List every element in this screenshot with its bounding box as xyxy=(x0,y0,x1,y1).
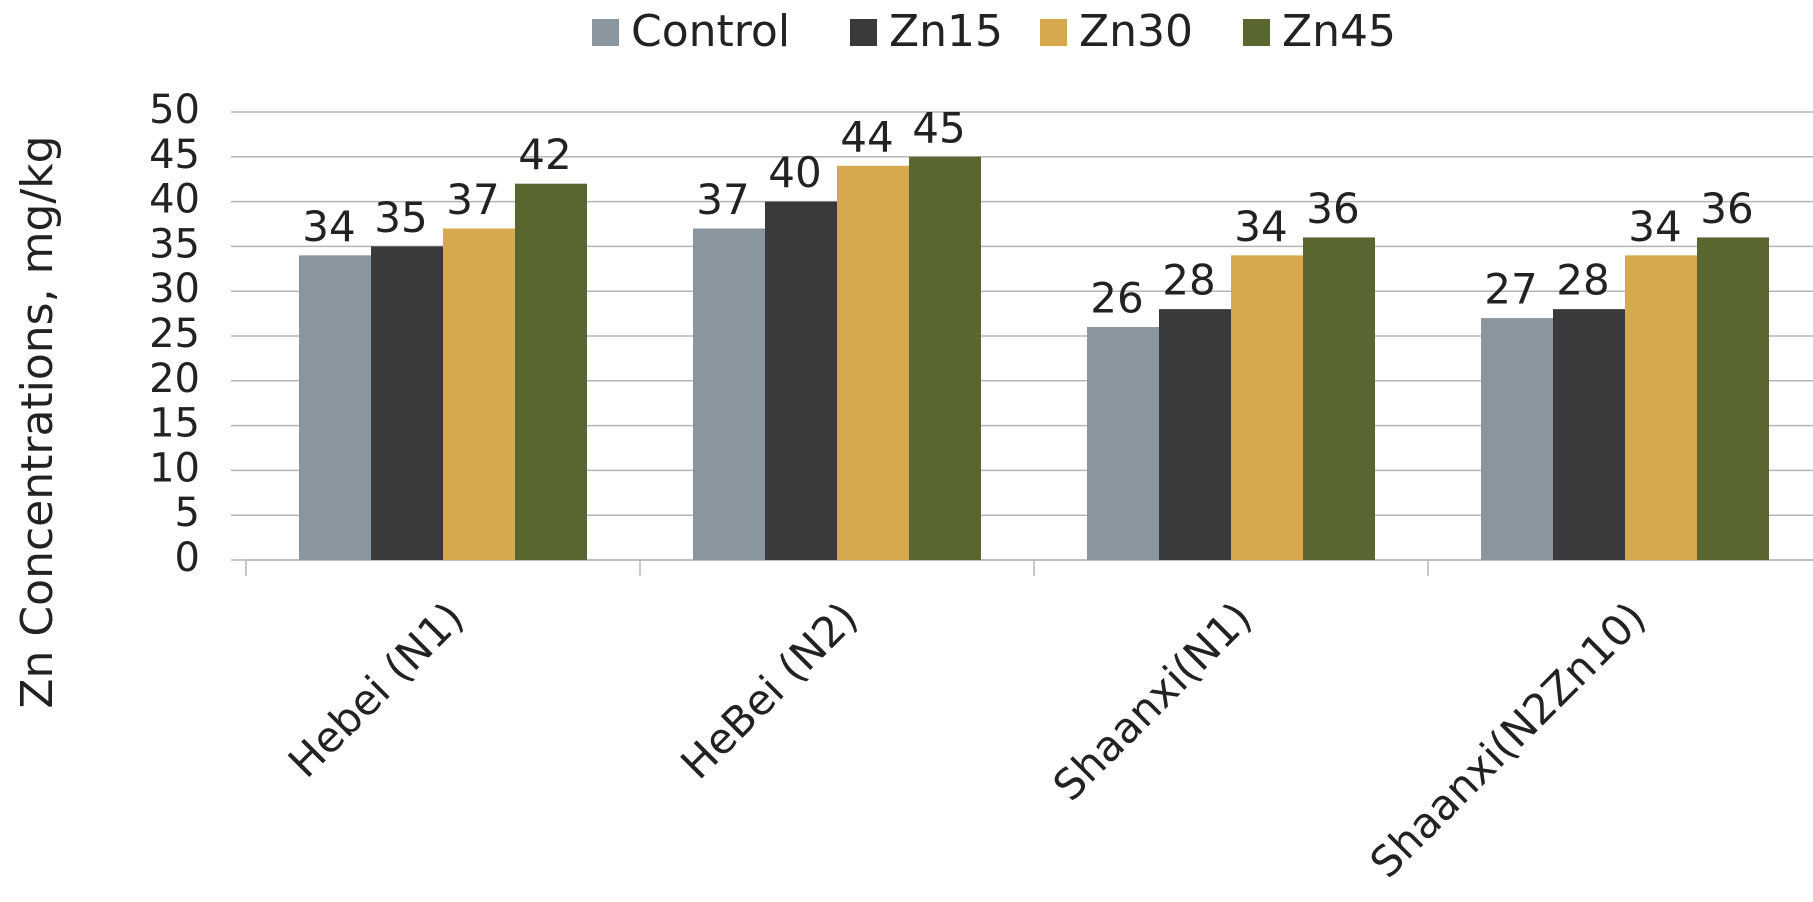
y-tick-label: 5 xyxy=(175,490,200,536)
y-tick-label: 10 xyxy=(149,445,200,491)
bar xyxy=(1697,237,1769,560)
y-tick-label: 25 xyxy=(149,311,200,357)
y-tick-label: 20 xyxy=(149,356,200,402)
data-label: 26 xyxy=(1090,274,1143,323)
data-label: 35 xyxy=(374,193,427,242)
data-label: 45 xyxy=(912,103,965,152)
legend-swatch xyxy=(1243,19,1270,46)
bar xyxy=(1481,318,1553,560)
data-label: 44 xyxy=(840,112,893,161)
data-label: 37 xyxy=(446,175,499,224)
bar xyxy=(1159,309,1231,560)
data-label: 34 xyxy=(1628,202,1681,251)
bar xyxy=(1087,327,1159,560)
bar xyxy=(1625,255,1697,561)
bar xyxy=(1303,237,1375,560)
x-tick-label: Hebei (N1) xyxy=(279,593,473,787)
data-label: 40 xyxy=(768,148,821,197)
y-tick-label: 35 xyxy=(149,221,200,267)
legend-label: Control xyxy=(631,6,790,57)
legend-swatch xyxy=(592,19,619,46)
legend-swatch xyxy=(850,19,877,46)
data-label: 34 xyxy=(302,202,355,251)
data-label: 37 xyxy=(696,175,749,224)
y-tick-label: 40 xyxy=(149,177,200,223)
data-label: 36 xyxy=(1700,184,1753,233)
x-tick-label: Shaanxi(N2Zn10) xyxy=(1361,593,1656,888)
legend-label: Zn30 xyxy=(1079,6,1193,57)
y-tick-label: 50 xyxy=(149,87,200,133)
legend-label: Zn45 xyxy=(1282,6,1396,57)
x-tick-label: Shaanxi(N1) xyxy=(1044,593,1262,811)
data-label: 36 xyxy=(1306,184,1359,233)
data-label: 28 xyxy=(1556,256,1609,305)
y-tick-label: 15 xyxy=(149,401,200,447)
bar xyxy=(693,228,765,561)
bar xyxy=(1231,255,1303,561)
bar xyxy=(909,156,981,561)
x-tick-label: HeBei (N2) xyxy=(671,593,867,789)
bar xyxy=(371,246,443,560)
data-label: 28 xyxy=(1162,256,1215,305)
legend-swatch xyxy=(1040,19,1067,46)
data-label: 42 xyxy=(518,130,571,179)
y-axis-title: Zn Concentrations, mg/kg xyxy=(12,135,63,708)
data-label: 34 xyxy=(1234,202,1287,251)
data-label: 27 xyxy=(1484,265,1537,314)
y-tick-label: 45 xyxy=(149,132,200,178)
bar xyxy=(837,165,909,560)
y-tick-label: 30 xyxy=(149,266,200,312)
bar xyxy=(515,183,587,560)
bar xyxy=(443,228,515,561)
bar xyxy=(1553,309,1625,560)
legend-label: Zn15 xyxy=(889,6,1003,57)
bar xyxy=(765,201,837,560)
y-tick-label: 0 xyxy=(175,535,200,581)
bar xyxy=(299,255,371,561)
